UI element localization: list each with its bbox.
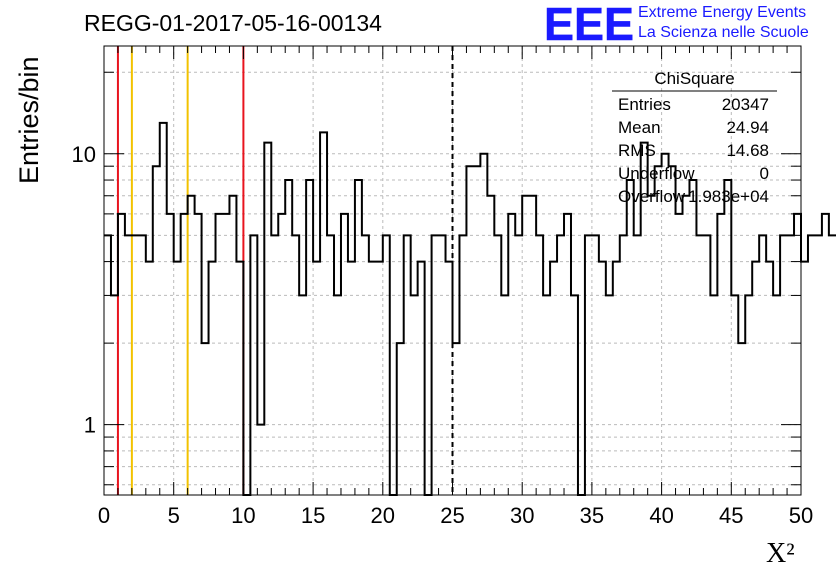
stats-row-label: Overflow [618,187,686,206]
stats-name: ChiSquare [654,69,734,88]
x-tick-label: 20 [371,503,395,528]
stats-row-value: 0 [760,164,769,183]
x-tick-label: 15 [301,503,325,528]
chart-title: REGG-01-2017-05-16-00134 [84,10,382,36]
y-tick-label: 1 [84,413,96,438]
y-tick-label: 10 [72,142,96,167]
x-tick-label: 5 [168,503,180,528]
x-tick-label: 35 [580,503,604,528]
x-tick-label: 45 [719,503,743,528]
y-axis-label-text: Entries/bin [14,56,44,184]
logo-line-2: La Scienza nelle Scuole [638,24,809,41]
stats-row-label: Underflow [618,164,695,183]
eee-logo-text: EEE [544,2,634,44]
stats-row-label: Entries [618,95,671,114]
eee-logo: EEE [544,2,634,44]
x-tick-label: 0 [98,503,110,528]
stats-row-label: Mean [618,118,661,137]
stats-row-label: RMS [618,141,656,160]
axes: 0 5 10 15 20 25 30 35 40 45 50 1 10 [72,45,813,528]
stats-row-value: 24.94 [726,118,769,137]
histogram-step-line [104,121,836,496]
x-tick-label: 25 [440,503,464,528]
x-axis-label: X² [766,538,795,569]
logo-line-1: Extreme Energy Events [638,4,807,21]
stats-box: ChiSquare Entries 20347 Mean 24.94 RMS 14.68 Un… [612,69,777,206]
stats-row-value: 1.983e+04 [688,187,769,206]
x-tick-label: 50 [789,503,813,528]
stats-row-value: 14.68 [726,141,769,160]
x-tick-label: 10 [231,503,255,528]
stats-row-value: 20347 [722,95,769,114]
histogram-bars [104,121,836,496]
x-tick-label: 40 [649,503,673,528]
x-tick-label: 30 [510,503,534,528]
y-axis-label: Entries/bin [14,56,44,184]
marker-lines [116,46,454,495]
